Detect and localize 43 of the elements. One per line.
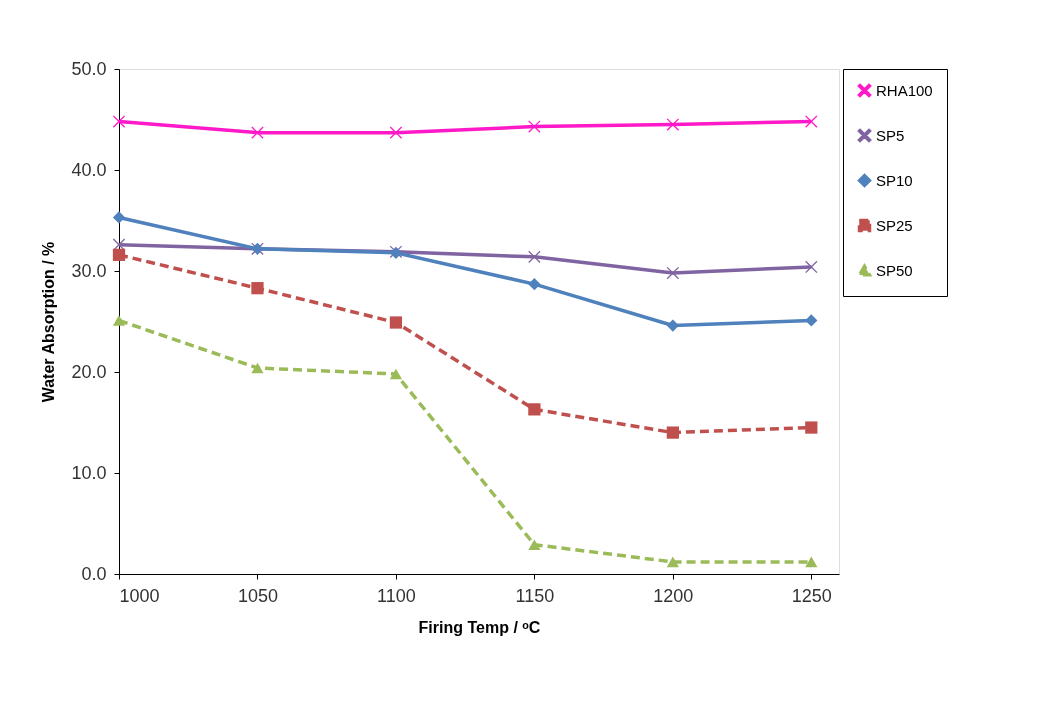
point bbox=[112, 248, 126, 261]
point bbox=[666, 556, 679, 568]
point bbox=[805, 260, 818, 274]
point bbox=[805, 421, 818, 434]
x-tick-label: 1100 bbox=[377, 585, 416, 606]
x-tick-label: 1200 bbox=[653, 585, 694, 606]
y-axis-title: Water Absorption / % bbox=[40, 241, 58, 403]
y-tick-label: 30.0 bbox=[71, 260, 107, 281]
point bbox=[528, 403, 541, 416]
point bbox=[112, 115, 126, 128]
x-tick-label: 1250 bbox=[791, 585, 832, 606]
point bbox=[251, 126, 264, 139]
point bbox=[112, 315, 126, 326]
point bbox=[666, 266, 679, 280]
x-tick-label: 1050 bbox=[237, 585, 278, 606]
legend-label: SP10 bbox=[876, 171, 913, 189]
point bbox=[389, 126, 403, 139]
point bbox=[389, 316, 403, 329]
x-tick-label: 1150 bbox=[515, 585, 555, 606]
y-tick-label: 10.0 bbox=[71, 462, 107, 483]
legend-label: SP50 bbox=[876, 261, 913, 279]
point bbox=[666, 319, 679, 332]
x-axis-title: Firing Temp / ᵒC bbox=[418, 618, 541, 636]
point bbox=[528, 250, 541, 263]
y-tick-label: 50.0 bbox=[71, 58, 107, 79]
point bbox=[666, 426, 679, 439]
point bbox=[805, 556, 818, 568]
point bbox=[805, 314, 818, 327]
y-tick-label: 20.0 bbox=[71, 361, 107, 382]
y-tick-label: 40.0 bbox=[71, 159, 107, 180]
legend-label: SP5 bbox=[876, 126, 905, 144]
point bbox=[251, 282, 264, 295]
point bbox=[528, 278, 541, 291]
x-tick-label: 1000 bbox=[119, 585, 160, 606]
point bbox=[805, 115, 818, 128]
point bbox=[251, 362, 264, 374]
point bbox=[528, 539, 541, 551]
y-tick-label: 0.0 bbox=[81, 563, 107, 584]
point bbox=[666, 118, 679, 131]
point bbox=[389, 368, 403, 380]
point bbox=[112, 211, 126, 224]
legend-label: RHA100 bbox=[876, 81, 933, 99]
legend-label: SP25 bbox=[876, 216, 913, 234]
